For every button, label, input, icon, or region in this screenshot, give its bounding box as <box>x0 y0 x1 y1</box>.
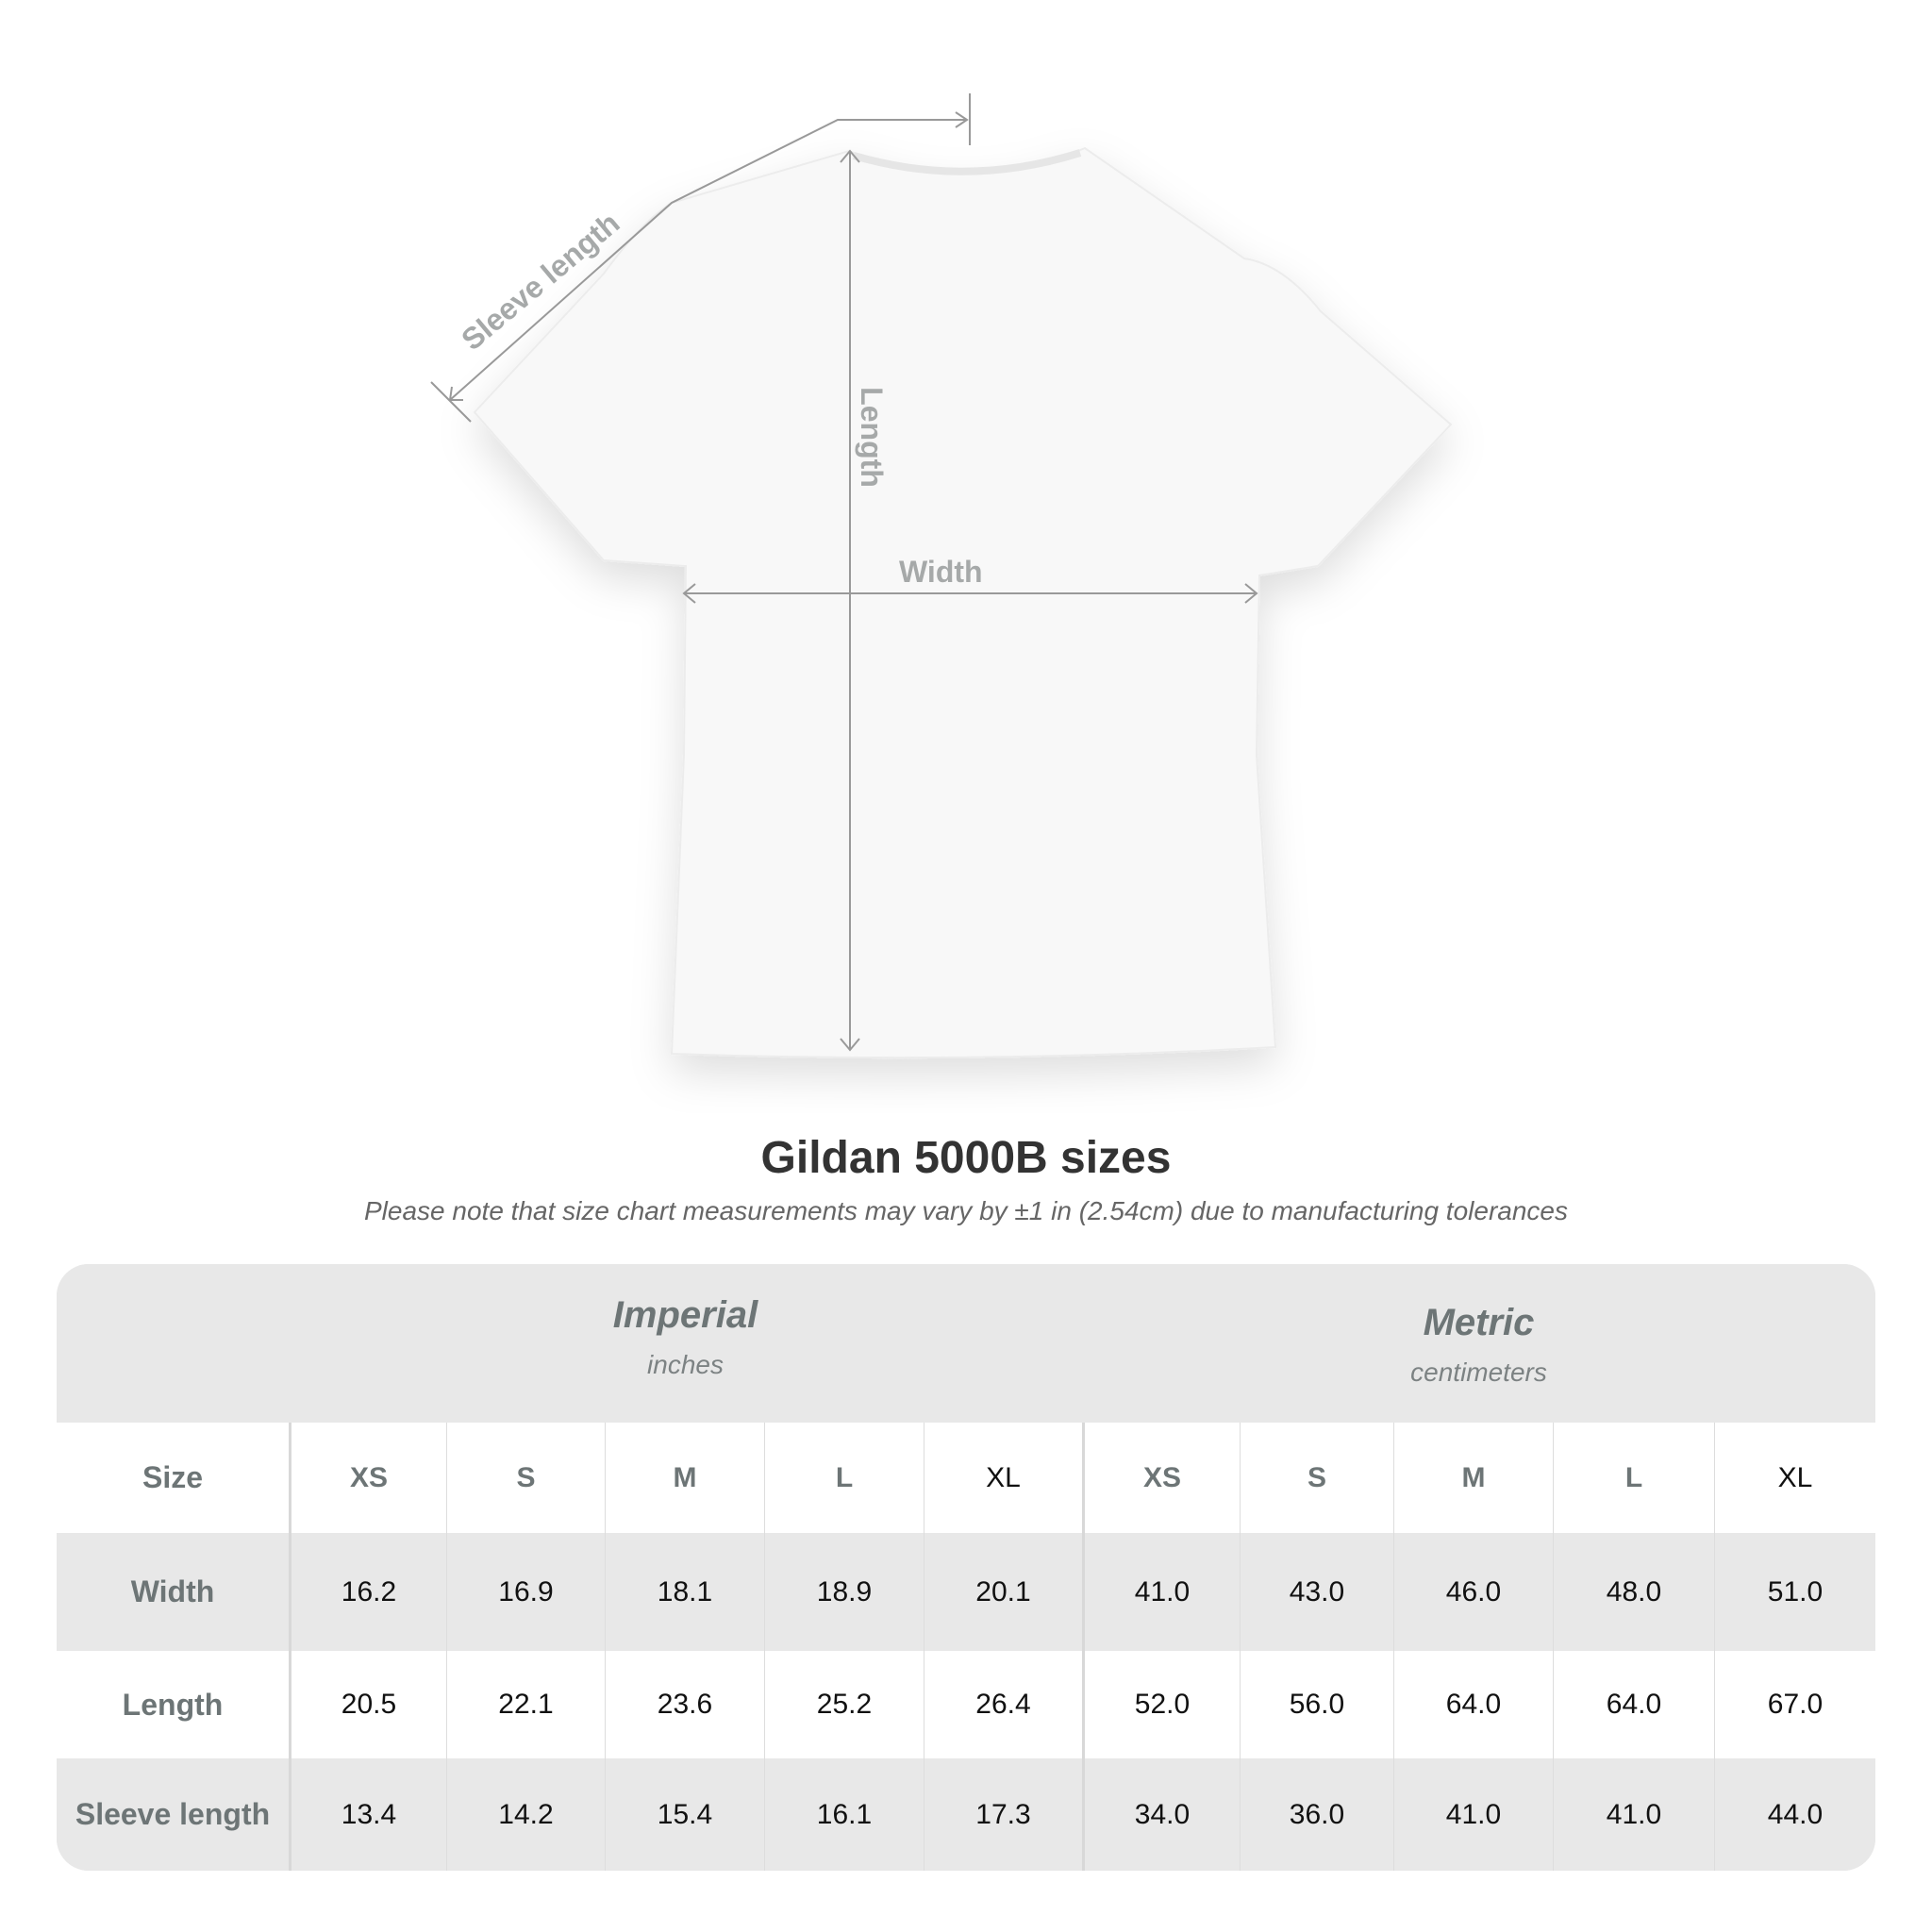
measurement-cell: 25.2 <box>764 1651 924 1758</box>
tshirt-shape <box>473 146 1453 1059</box>
measurement-cell: 51.0 <box>1714 1533 1875 1651</box>
measurement-cell: 16.2 <box>289 1533 446 1651</box>
measurement-cell: 18.9 <box>764 1533 924 1651</box>
size-header-cell: XL <box>1714 1423 1875 1533</box>
measurement-cell: 22.1 <box>446 1651 605 1758</box>
measurement-cell: 67.0 <box>1714 1651 1875 1758</box>
unit-header: Imperial inches Metric centimeters <box>57 1264 1875 1423</box>
measurement-cell: 17.3 <box>924 1758 1082 1871</box>
measurement-cell: 64.0 <box>1553 1651 1714 1758</box>
imperial-group: Imperial inches <box>612 1294 758 1379</box>
size-table: Imperial inches Metric centimeters Size X… <box>57 1264 1875 1871</box>
size-header-cell: XS <box>289 1423 446 1533</box>
measurement-cell: 43.0 <box>1240 1533 1393 1651</box>
table-row: Width 16.2 16.9 18.1 18.9 20.1 41.0 43.0 46.0 48.… <box>57 1533 1875 1651</box>
measurement-cell: 26.4 <box>924 1651 1082 1758</box>
size-header-cell: S <box>446 1423 605 1533</box>
size-header-cell: XS <box>1082 1423 1240 1533</box>
measurement-cell: 48.0 <box>1553 1533 1714 1651</box>
measure-arrows <box>430 93 1258 1052</box>
size-header-row: Size XS S M L XL XS S M L XL <box>57 1423 1875 1533</box>
measurement-cell: 41.0 <box>1553 1758 1714 1871</box>
measurement-cell: 41.0 <box>1082 1533 1240 1651</box>
size-header-cell: L <box>1553 1423 1714 1533</box>
measurement-cell: 16.9 <box>446 1533 605 1651</box>
row-label: Width <box>130 1574 215 1608</box>
measurement-cell: 20.5 <box>289 1651 446 1758</box>
measurement-cell: 64.0 <box>1393 1651 1553 1758</box>
size-header-cell: XL <box>924 1423 1082 1533</box>
measurement-cell: 13.4 <box>289 1758 446 1871</box>
measurement-cell: 16.1 <box>764 1758 924 1871</box>
metric-group: Metric centimeters <box>1410 1302 1547 1387</box>
measurement-cell: 44.0 <box>1714 1758 1875 1871</box>
size-header-cell: S <box>1240 1423 1393 1533</box>
width-label: Width <box>899 555 983 589</box>
table-row: Sleeve length 13.4 14.2 15.4 16.1 17.3 34.0 36.… <box>57 1758 1875 1871</box>
measurement-cell: 36.0 <box>1240 1758 1393 1871</box>
size-header-cell: M <box>605 1423 764 1533</box>
tshirt-diagram <box>430 93 1453 1059</box>
size-column-header: Size <box>142 1460 204 1494</box>
size-header-cell: L <box>764 1423 924 1533</box>
measurement-cell: 56.0 <box>1240 1651 1393 1758</box>
row-label: Sleeve length <box>75 1797 271 1831</box>
size-header-cell: M <box>1393 1423 1553 1533</box>
measurement-cell: 52.0 <box>1082 1651 1240 1758</box>
measurement-cell: 34.0 <box>1082 1758 1240 1871</box>
row-label: Length <box>122 1687 224 1722</box>
measurement-cell: 23.6 <box>605 1651 764 1758</box>
measurement-cell: 18.1 <box>605 1533 764 1651</box>
measurement-cell: 14.2 <box>446 1758 605 1871</box>
measurement-cell: 20.1 <box>924 1533 1082 1651</box>
page-title: Gildan 5000B sizes <box>760 1133 1172 1183</box>
length-label: Length <box>854 387 889 488</box>
tolerance-note: Please note that size chart measurements… <box>364 1196 1568 1225</box>
measurement-cell: 15.4 <box>605 1758 764 1871</box>
table-row: Length 20.5 22.1 23.6 25.2 26.4 52.0 56.0 64.0 64… <box>57 1651 1875 1758</box>
measurement-cell: 41.0 <box>1393 1758 1553 1871</box>
measurement-cell: 46.0 <box>1393 1533 1553 1651</box>
